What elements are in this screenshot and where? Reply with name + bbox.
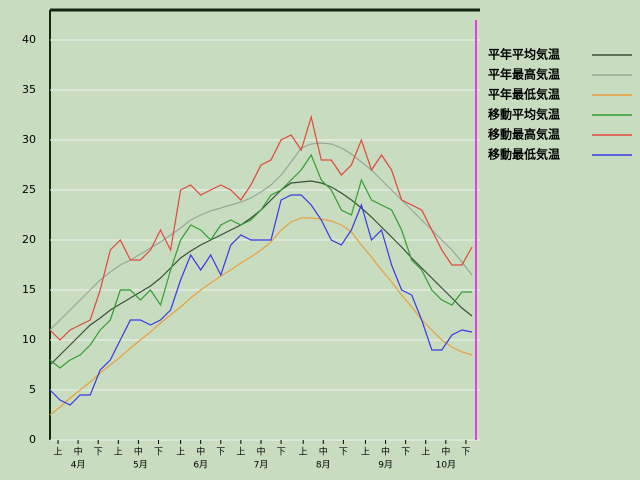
x-tick-label: 上 xyxy=(176,447,185,458)
x-tick-label: 中 xyxy=(441,446,450,458)
x-tick-label: 上 xyxy=(114,447,123,458)
series-line xyxy=(49,217,473,416)
series-line xyxy=(49,114,473,341)
x-tick-label: 下 xyxy=(154,448,163,458)
legend-label: 平年最低気温 xyxy=(488,87,560,102)
month-label: 7月 xyxy=(254,460,269,471)
x-tick-label: 上 xyxy=(421,447,430,458)
y-tick-label: 40 xyxy=(22,33,36,46)
y-tick-label: 25 xyxy=(22,183,36,196)
month-label: 10月 xyxy=(436,460,456,471)
month-label: 9月 xyxy=(378,460,393,471)
x-tick-label: 中 xyxy=(319,446,328,458)
x-tick-label: 下 xyxy=(277,448,286,458)
x-tick-label: 上 xyxy=(361,447,370,458)
legend-label: 移動最高気温 xyxy=(488,127,560,142)
x-tick-label: 下 xyxy=(216,448,225,458)
y-tick-label: 20 xyxy=(22,233,36,246)
x-tick-label: 中 xyxy=(381,446,390,458)
x-tick-label: 下 xyxy=(461,448,470,458)
legend-label: 移動最低気温 xyxy=(488,147,560,162)
x-tick-label: 中 xyxy=(134,446,143,458)
x-tick-label: 中 xyxy=(256,446,265,458)
x-tick-label: 中 xyxy=(196,446,205,458)
x-tick-label: 上 xyxy=(236,447,245,458)
y-tick-label: 0 xyxy=(29,433,36,446)
legend-label: 平年最高気温 xyxy=(488,67,560,82)
month-label: 6月 xyxy=(193,460,208,471)
x-tick-label: 上 xyxy=(299,447,308,458)
x-tick-label: 下 xyxy=(339,448,348,458)
series-line xyxy=(49,153,472,369)
month-label: 8月 xyxy=(316,460,331,471)
x-tick-label: 上 xyxy=(54,447,63,458)
y-tick-label: 5 xyxy=(29,383,36,396)
y-tick-label: 30 xyxy=(22,133,36,146)
x-tick-label: 下 xyxy=(401,448,410,458)
month-label: 5月 xyxy=(133,460,148,471)
series-line xyxy=(49,194,473,406)
x-tick-label: 下 xyxy=(94,448,103,458)
y-tick-label: 10 xyxy=(22,333,36,346)
x-tick-label: 中 xyxy=(74,446,83,458)
legend-label: 平年平均気温 xyxy=(488,47,560,62)
y-tick-label: 35 xyxy=(22,83,36,96)
month-label: 4月 xyxy=(71,460,86,471)
legend-label: 移動平均気温 xyxy=(488,107,560,122)
y-tick-label: 15 xyxy=(22,283,36,296)
